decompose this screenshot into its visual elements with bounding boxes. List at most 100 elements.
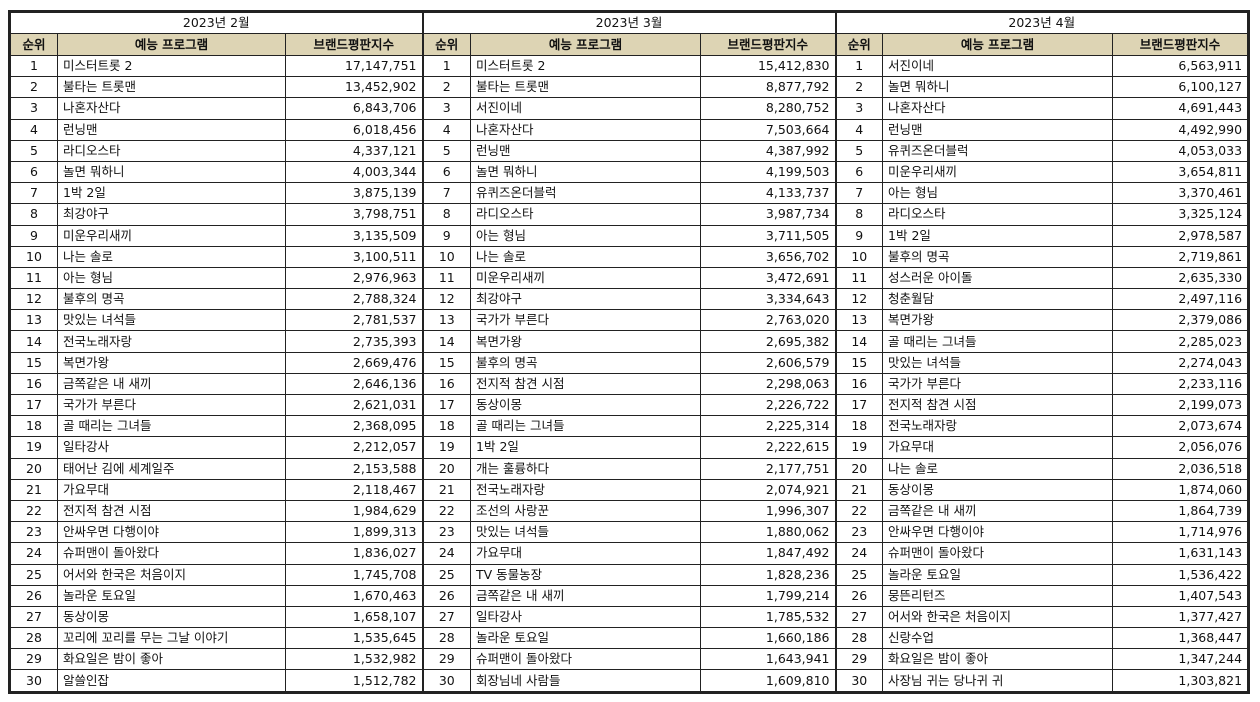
rank-cell: 14 [421, 330, 472, 353]
program-name-cell: 복면가왕 [57, 351, 286, 374]
rank-cell: 19 [421, 436, 472, 459]
program-header: 예능 프로그램 [57, 33, 286, 56]
program-name-cell: 미스터트롯 2 [470, 54, 702, 78]
brand-index-cell: 2,788,324 [284, 288, 424, 311]
program-name-cell: 불후의 명곡 [882, 245, 1114, 268]
program-name-cell: 개는 훌륭하다 [470, 457, 702, 480]
program-name-cell: 안싸우면 다행이야 [882, 521, 1114, 544]
rank-cell: 21 [10, 478, 58, 501]
index-header: 브랜드평판지수 [700, 33, 837, 56]
brand-index-cell: 4,053,033 [1112, 139, 1249, 162]
rank-cell: 5 [10, 139, 58, 162]
program-name-cell: 놀면 뭐하니 [882, 76, 1114, 99]
program-name-cell: 가요무대 [882, 436, 1114, 459]
program-name-cell: 아는 형님 [57, 266, 286, 290]
program-name-cell: 1박 2일 [882, 224, 1114, 247]
brand-index-cell: 2,074,921 [700, 478, 837, 501]
brand-index-cell: 2,735,393 [284, 330, 424, 353]
rank-cell: 2 [10, 76, 58, 99]
brand-index-cell: 3,135,509 [284, 224, 424, 247]
brand-index-cell: 2,118,467 [284, 478, 424, 501]
brand-index-cell: 2,621,031 [284, 393, 424, 417]
program-name-cell: 나는 솔로 [57, 245, 286, 268]
program-name-cell: 미운우리새끼 [57, 224, 286, 247]
rank-cell: 8 [834, 203, 884, 226]
brand-index-cell: 1,631,143 [1112, 542, 1249, 565]
table-row: 6 놀면 뭐하니 4,003,344 6 놀면 뭐하니 4,199,503 6 미운우리새끼 3… [10, 160, 1249, 184]
brand-index-cell: 3,334,643 [700, 288, 837, 311]
program-name-cell: 미스터트롯 2 [57, 54, 286, 78]
program-name-cell: 화요일은 밤이 좋아 [882, 648, 1114, 671]
brand-index-cell: 2,669,476 [284, 351, 424, 374]
brand-index-cell: 3,987,734 [700, 203, 837, 226]
program-name-cell: 어서와 한국은 처음이지 [57, 563, 286, 586]
brand-index-cell: 6,843,706 [284, 97, 424, 120]
rank-cell: 25 [834, 563, 884, 586]
brand-index-cell: 4,387,992 [700, 139, 837, 162]
program-name-cell: 나는 솔로 [882, 457, 1114, 480]
table-row: 10 나는 솔로 3,100,511 10 나는 솔로 3,656,702 10 불후의 명곡… [10, 245, 1249, 268]
brand-index-cell: 1,660,186 [700, 627, 837, 650]
rank-cell: 17 [10, 393, 58, 417]
program-name-cell: 나혼자산다 [882, 97, 1114, 120]
table-row: 29 화요일은 밤이 좋아 1,532,982 29 슈퍼맨이 돌아왔다 1,643,94… [10, 648, 1249, 671]
rank-cell: 4 [10, 118, 58, 141]
brand-index-cell: 2,153,588 [284, 457, 424, 480]
program-name-cell: 불후의 명곡 [57, 288, 286, 311]
brand-index-cell: 3,472,691 [700, 266, 837, 290]
rank-cell: 9 [421, 224, 472, 247]
brand-index-cell: 4,199,503 [700, 160, 837, 184]
table-row: 8 최강야구 3,798,751 8 라디오스타 3,987,734 8 라디오스타 3,325… [10, 203, 1249, 226]
rank-cell: 11 [10, 266, 58, 290]
rank-cell: 15 [834, 351, 884, 374]
rank-cell: 22 [834, 499, 884, 523]
program-name-cell: 맛있는 녀석들 [470, 521, 702, 544]
rank-cell: 27 [10, 605, 58, 629]
table-row: 9 미운우리새끼 3,135,509 9 아는 형님 3,711,505 9 1박 2일 2,9… [10, 224, 1249, 247]
program-name-cell: 국가가 부른다 [57, 393, 286, 417]
table-row: 28 꼬리에 꼬리를 무는 그날 이야기 1,535,645 28 놀라운 토요일 1,6… [10, 627, 1249, 650]
program-name-cell: 맛있는 녀석들 [57, 309, 286, 332]
rank-header: 순위 [10, 33, 58, 56]
brand-index-cell: 1,714,976 [1112, 521, 1249, 544]
rank-cell: 23 [834, 521, 884, 544]
month-header-row: 2023년 2월 2023년 3월 2023년 4월 [9, 12, 1249, 34]
rank-cell: 3 [834, 97, 884, 120]
program-name-cell: 놀면 뭐하니 [470, 160, 702, 184]
brand-index-cell: 2,606,579 [700, 351, 837, 374]
brand-index-cell: 2,285,023 [1112, 330, 1249, 353]
program-name-cell: 전국노래자랑 [470, 478, 702, 501]
program-header: 예능 프로그램 [470, 33, 702, 56]
program-name-cell: 맛있는 녀석들 [882, 351, 1114, 374]
rank-cell: 5 [421, 139, 472, 162]
brand-index-cell: 1,368,447 [1112, 627, 1249, 650]
program-header: 예능 프로그램 [882, 33, 1114, 56]
brand-index-cell: 4,337,121 [284, 139, 424, 162]
rank-cell: 10 [834, 245, 884, 268]
rank-cell: 22 [421, 499, 472, 523]
brand-index-cell: 1,847,492 [700, 542, 837, 565]
rank-cell: 1 [834, 54, 884, 78]
rank-cell: 30 [834, 669, 884, 692]
table-row: 15 복면가왕 2,669,476 15 불후의 명곡 2,606,579 15 맛있는 녀석… [10, 351, 1249, 374]
program-name-cell: 전국노래자랑 [57, 330, 286, 353]
rank-cell: 16 [834, 372, 884, 396]
rank-cell: 7 [421, 182, 472, 205]
rank-cell: 20 [421, 457, 472, 480]
program-name-cell: 복면가왕 [470, 330, 702, 353]
table-row: 26 놀라운 토요일 1,670,463 26 금쪽같은 내 새끼 1,799,214 26… [10, 584, 1249, 607]
brand-index-cell: 2,274,043 [1112, 351, 1249, 374]
brand-index-cell: 1,535,645 [284, 627, 424, 650]
rank-cell: 9 [834, 224, 884, 247]
brand-index-cell: 1,996,307 [700, 499, 837, 523]
program-name-cell: 슈퍼맨이 돌아왔다 [470, 648, 702, 671]
table-row: 19 일타강사 2,212,057 19 1박 2일 2,222,615 19 가요무대 2,0… [10, 436, 1249, 459]
brand-index-cell: 1,377,427 [1112, 605, 1249, 629]
rank-cell: 11 [834, 266, 884, 290]
brand-index-cell: 3,711,505 [700, 224, 837, 247]
rank-cell: 10 [421, 245, 472, 268]
program-name-cell: 어서와 한국은 처음이지 [882, 605, 1114, 629]
brand-index-cell: 1,670,463 [284, 584, 424, 607]
rank-cell: 10 [10, 245, 58, 268]
rank-cell: 13 [421, 309, 472, 332]
